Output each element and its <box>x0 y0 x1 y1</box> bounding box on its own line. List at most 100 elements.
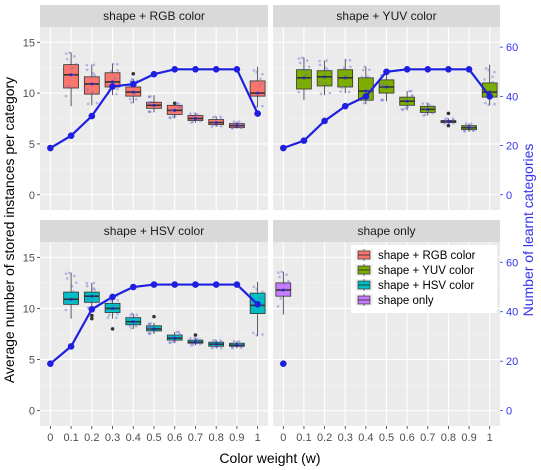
categories-point <box>109 293 116 301</box>
jitter-point <box>259 296 262 300</box>
jitter-point <box>64 94 68 98</box>
jitter-point <box>297 57 301 60</box>
jitter-point <box>423 106 427 110</box>
jitter-point <box>484 67 488 70</box>
jitter-point <box>346 73 349 77</box>
panel-strip <box>40 220 268 242</box>
box-0.7 <box>419 101 436 117</box>
box-0 <box>275 270 292 315</box>
y-right-tick-label: 40 <box>506 91 518 103</box>
jitter-point <box>261 333 264 336</box>
jitter-point <box>64 308 68 312</box>
jitter-point <box>380 98 383 102</box>
jitter-point <box>168 341 171 344</box>
jitter-point <box>189 121 193 124</box>
box-0.8 <box>208 115 225 128</box>
legend-label: shape + HSV color <box>378 280 474 292</box>
jitter-point <box>348 58 352 62</box>
jitter-point <box>368 68 371 72</box>
jitter-point <box>128 97 132 101</box>
jitter-point <box>452 122 455 125</box>
box-0.2 <box>83 281 100 321</box>
categories-point <box>383 68 390 76</box>
jitter-point <box>70 284 74 288</box>
jitter-point <box>106 316 110 319</box>
jitter-point <box>130 312 134 315</box>
jitter-point <box>199 119 202 123</box>
jitter-point <box>64 272 68 275</box>
jitter-point <box>212 123 215 127</box>
box-mean-point <box>173 336 177 340</box>
box-mean-point <box>152 327 156 331</box>
jitter-point <box>425 101 429 105</box>
jitter-point <box>211 339 215 343</box>
categories-point <box>171 66 179 73</box>
jitter-point <box>173 340 177 343</box>
jitter-point <box>464 124 468 128</box>
jitter-point <box>178 105 182 108</box>
jitter-point <box>255 334 258 337</box>
box-mean-point <box>193 116 198 121</box>
categories-point <box>280 144 287 152</box>
jitter-point <box>408 90 411 93</box>
x-tick-label: 0.3 <box>105 432 120 444</box>
jitter-point <box>193 112 197 115</box>
categories-point <box>212 281 220 288</box>
jitter-point <box>168 116 171 119</box>
categories-point <box>321 117 328 125</box>
jitter-point <box>65 57 69 61</box>
jitter-point <box>169 341 172 345</box>
jitter-point <box>231 127 234 130</box>
jitter-point <box>91 298 94 302</box>
jitter-point <box>431 112 434 115</box>
jitter-point <box>147 332 151 335</box>
jitter-point <box>85 63 89 67</box>
y-left-tick-label: 5 <box>29 355 35 367</box>
jitter-point <box>116 312 119 316</box>
box-mean-point <box>235 343 239 347</box>
jitter-point <box>177 330 181 334</box>
jitter-point <box>193 336 197 340</box>
jitter-point <box>210 346 214 350</box>
jitter-point <box>493 102 496 106</box>
jitter-point <box>91 90 94 94</box>
jitter-point <box>213 338 217 342</box>
jitter-point <box>148 332 152 335</box>
jitter-point <box>68 51 71 54</box>
jitter-point <box>324 66 328 70</box>
jitter-point <box>325 59 328 62</box>
jitter-point <box>191 115 194 119</box>
jitter-point <box>328 91 332 95</box>
jitter-point <box>411 93 414 97</box>
jitter-point <box>251 80 254 83</box>
jitter-point <box>149 100 153 104</box>
box-0.1 <box>296 56 312 101</box>
jitter-point <box>319 92 323 96</box>
jitter-point <box>215 346 219 349</box>
jitter-point <box>147 326 151 330</box>
jitter-point <box>402 98 406 101</box>
panel-strip <box>273 5 500 27</box>
jitter-point <box>287 279 290 283</box>
box-outlier <box>152 314 156 319</box>
box-0.6 <box>166 330 183 345</box>
box-mean-point <box>302 76 306 80</box>
jitter-point <box>178 333 181 337</box>
jitter-point <box>67 84 70 88</box>
jitter-point <box>173 114 177 118</box>
categories-point <box>47 144 54 152</box>
jitter-point <box>212 345 215 349</box>
jitter-point <box>74 62 78 66</box>
categories-point <box>150 70 158 78</box>
jitter-point <box>381 99 385 102</box>
categories-point <box>129 283 137 291</box>
jitter-point <box>232 120 236 123</box>
jitter-point <box>362 68 365 72</box>
categories-point <box>129 80 137 88</box>
jitter-point <box>74 281 78 284</box>
jitter-point <box>342 66 346 70</box>
jitter-point <box>128 316 131 320</box>
jitter-point <box>68 271 71 275</box>
jitter-point <box>93 288 97 291</box>
